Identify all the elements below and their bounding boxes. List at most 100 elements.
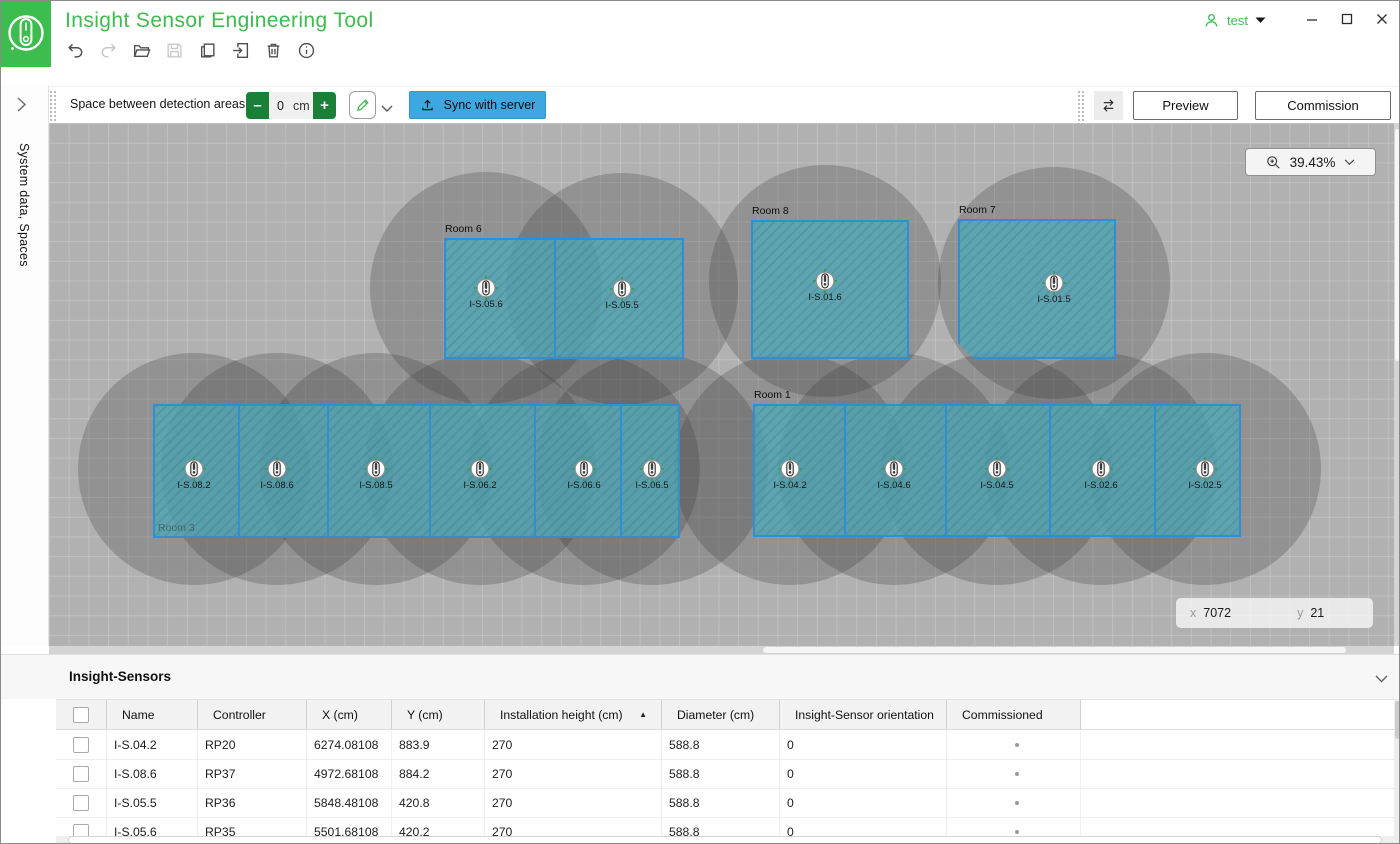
room-rect[interactable] <box>958 219 1116 359</box>
row-checkbox[interactable] <box>73 766 89 782</box>
collapse-panel-button[interactable] <box>1375 670 1388 688</box>
sensor-I-S.08.6[interactable] <box>264 456 290 482</box>
table-row[interactable]: I-S.05.5 RP36 5848.48108 420.8 270 588.8 0 <box>56 789 1394 818</box>
column-label[interactable]: Diameter (cm) <box>677 707 755 722</box>
sensors-panel-header[interactable]: Insight-Sensors <box>1 654 1399 699</box>
table-row[interactable]: I-S.04.2 RP20 6274.08108 883.9 270 588.8 0 <box>56 731 1394 760</box>
canvas-horizontal-scrollbar[interactable] <box>49 646 1394 654</box>
cell-installation_height: 270 <box>484 760 661 788</box>
user-menu[interactable]: test <box>1203 12 1266 29</box>
transfer-button[interactable] <box>1094 91 1123 120</box>
sensor-I-S.02.6[interactable] <box>1088 456 1114 482</box>
cell-x: 6274.08108 <box>306 731 391 759</box>
sensor-I-S.01.5[interactable] <box>1041 270 1067 296</box>
zoom-control[interactable]: 39.43% <box>1245 148 1376 176</box>
scrollbar-thumb[interactable] <box>763 647 1346 653</box>
sensor-icon <box>474 276 498 300</box>
cell <box>56 731 106 759</box>
user-icon <box>1205 13 1218 27</box>
sensor-I-S.06.6[interactable] <box>571 456 597 482</box>
open-button[interactable] <box>131 40 151 60</box>
sensor-I-S.08.2[interactable] <box>181 456 207 482</box>
sort-ascending-icon[interactable]: ▲ <box>639 710 647 719</box>
sync-with-server-button[interactable]: Sync with server <box>409 91 546 119</box>
spacing-increase-button[interactable]: + <box>313 92 336 119</box>
sensor-icon <box>882 457 906 481</box>
select-all-checkbox[interactable] <box>73 706 89 723</box>
table-vertical-scrollbar[interactable] <box>1394 699 1399 843</box>
column-label[interactable]: Y (cm) <box>407 707 443 722</box>
sensor-label: I-S.05.5 <box>605 300 639 311</box>
sensor-I-S.08.5[interactable] <box>363 456 389 482</box>
toolbar-drag-handle-right[interactable] <box>1077 90 1085 121</box>
minimize-button[interactable] <box>1305 12 1319 26</box>
minimize-icon <box>1307 19 1317 21</box>
sensor-I-S.05.6[interactable] <box>473 275 499 301</box>
quick-toolbar <box>65 40 316 60</box>
room-rect[interactable] <box>751 220 909 359</box>
cell-name: I-S.08.6 <box>106 760 197 788</box>
edit-tool-dropdown[interactable] <box>381 100 393 118</box>
sensor-I-S.01.6[interactable] <box>812 268 838 294</box>
sensor-label: I-S.04.2 <box>773 480 807 491</box>
table-row[interactable]: I-S.08.6 RP37 4972.68108 884.2 270 588.8 0 <box>56 760 1394 789</box>
duplicate-button[interactable] <box>197 40 217 60</box>
sensor-I-S.04.5[interactable] <box>984 456 1010 482</box>
sensor-I-S.06.2[interactable] <box>467 456 493 482</box>
scrollbar-thumb[interactable] <box>68 836 1382 843</box>
sensor-icon <box>985 457 1009 481</box>
sensor-I-S.06.5[interactable] <box>639 456 665 482</box>
edit-tool-button[interactable] <box>349 91 376 119</box>
cell-commissioned <box>946 818 1080 843</box>
cell-diameter: 588.8 <box>661 818 779 843</box>
room-rect[interactable]: Room 3 <box>153 404 680 538</box>
cell-filler <box>1080 789 1394 817</box>
coord-x-value: 7072 <box>1203 606 1232 620</box>
canvas-viewport[interactable]: 39.43% x 7072 y 21 Room 6 Room 8 Room 7 Room … <box>49 123 1394 646</box>
save-button[interactable] <box>164 40 184 60</box>
scrollbar-thumb[interactable] <box>1395 701 1399 739</box>
column-label[interactable]: Installation height (cm) <box>500 707 623 722</box>
import-button[interactable] <box>230 40 250 60</box>
canvas-vertical-scrollbar[interactable] <box>1394 123 1399 646</box>
redo-button[interactable] <box>98 40 118 60</box>
spacing-value-field[interactable]: 0 cm <box>269 92 313 119</box>
commission-button[interactable]: Commission <box>1255 91 1391 120</box>
sensor-I-S.05.5[interactable] <box>609 276 635 302</box>
column-label[interactable]: Commissioned <box>962 707 1043 722</box>
sensor-I-S.02.5[interactable] <box>1192 456 1218 482</box>
spacing-decrease-button[interactable]: – <box>246 92 269 119</box>
delete-button[interactable] <box>263 40 283 60</box>
sensor-icon <box>640 457 664 481</box>
table-horizontal-scrollbar[interactable] <box>56 836 1394 843</box>
row-checkbox[interactable] <box>73 737 89 753</box>
maximize-button[interactable] <box>1340 12 1354 26</box>
table-body: I-S.04.2 RP20 6274.08108 883.9 270 588.8 0 I-S.… <box>56 731 1394 843</box>
undo-button[interactable] <box>65 40 85 60</box>
scrollbar-thumb[interactable] <box>1395 129 1399 361</box>
room-cell-divider <box>1154 406 1156 535</box>
column-label[interactable]: Insight-Sensor orientation <box>795 707 934 722</box>
info-button[interactable] <box>296 40 316 60</box>
column-label[interactable]: Controller <box>213 707 266 722</box>
column-label[interactable]: X (cm) <box>322 707 358 722</box>
column-header-diameter-cm-: Diameter (cm) <box>661 700 779 729</box>
chevron-down-icon <box>381 105 393 112</box>
room-cell-divider <box>1049 406 1051 535</box>
spacing-unit: cm <box>292 98 310 113</box>
sidebar-expand-button[interactable] <box>17 97 27 117</box>
cell-x: 5848.48108 <box>306 789 391 817</box>
sensor-I-S.04.6[interactable] <box>881 456 907 482</box>
toolbar-drag-handle[interactable] <box>49 90 57 121</box>
spacing-value: 0 <box>277 98 284 113</box>
cell-installation_height: 270 <box>484 818 661 843</box>
sensor-label: I-S.08.2 <box>177 480 211 491</box>
row-checkbox[interactable] <box>73 795 89 811</box>
info-icon <box>298 42 314 58</box>
column-label[interactable]: Name <box>122 707 155 722</box>
sensor-I-S.04.2[interactable] <box>777 456 803 482</box>
close-button[interactable] <box>1375 12 1389 26</box>
coord-y-label: y <box>1297 606 1304 620</box>
room-rect[interactable] <box>444 238 684 359</box>
preview-button[interactable]: Preview <box>1133 91 1238 120</box>
